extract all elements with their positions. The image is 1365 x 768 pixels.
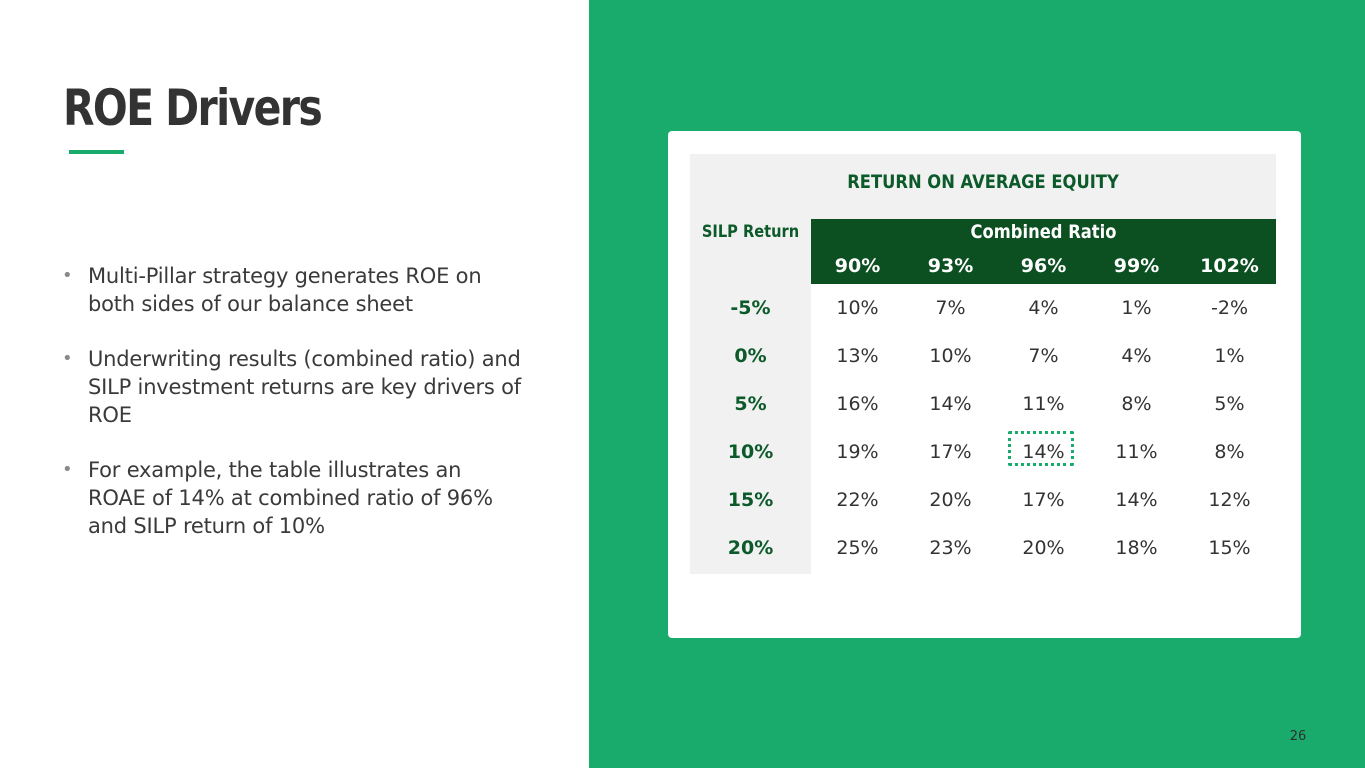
left-panel — [0, 0, 589, 768]
row-header: 0% — [734, 345, 767, 367]
table-cell: 14% — [1022, 441, 1065, 463]
table-cell: 20% — [929, 489, 972, 511]
table-cell: 23% — [929, 537, 972, 559]
column-header: 102% — [1200, 255, 1259, 277]
page-number: 26 — [1289, 729, 1307, 744]
table-cell: 13% — [836, 345, 879, 367]
bullet-text: Multi-Pillar strategy generates ROE on b… — [88, 264, 482, 316]
highlighted-cell-marker — [1008, 431, 1074, 466]
column-header: 96% — [1020, 255, 1067, 277]
column-header-band — [811, 219, 1276, 284]
table-cell: 10% — [836, 297, 879, 319]
table-cell: 4% — [1028, 297, 1059, 319]
table-cell: 1% — [1214, 345, 1245, 367]
table-cell: 14% — [1115, 489, 1158, 511]
table-cell: 10% — [929, 345, 972, 367]
table-cell: 7% — [935, 297, 966, 319]
bullet-item: • Underwriting results (combined ratio) a… — [62, 345, 522, 429]
table-cell: 17% — [1022, 489, 1065, 511]
table-cell: 12% — [1208, 489, 1251, 511]
table-cell: 17% — [929, 441, 972, 463]
table-cell: 7% — [1028, 345, 1059, 367]
table-cell: 16% — [836, 393, 879, 415]
roe-table: RETURN ON AVERAGE EQUITY Combined Ratio … — [690, 154, 1276, 574]
table-cell: 5% — [1214, 393, 1245, 415]
table-title: RETURN ON AVERAGE EQUITY — [847, 171, 1119, 193]
table-cell: -2% — [1211, 297, 1248, 319]
row-header: -5% — [730, 297, 771, 319]
table-cell: 25% — [836, 537, 879, 559]
bullet-list: • Multi-Pillar strategy generates ROE on … — [62, 262, 522, 567]
table-cell: 8% — [1214, 441, 1245, 463]
bullet-item: • For example, the table illustrates an R… — [62, 456, 522, 540]
row-header: 20% — [727, 537, 774, 559]
bullet-dot-icon: • — [62, 265, 73, 286]
table-cell: 14% — [929, 393, 972, 415]
table-cell: 18% — [1115, 537, 1158, 559]
column-header: 99% — [1113, 255, 1160, 277]
table-cell: 15% — [1208, 537, 1251, 559]
table-cell: 19% — [836, 441, 879, 463]
column-header: 90% — [834, 255, 881, 277]
table-cell: 20% — [1022, 537, 1065, 559]
row-header-column — [690, 219, 811, 574]
row-header: 10% — [727, 441, 774, 463]
title-accent-bar — [69, 150, 124, 154]
row-group-label: SILP Return — [701, 222, 800, 242]
table-cell: 11% — [1115, 441, 1158, 463]
table-cell: 4% — [1121, 345, 1152, 367]
table-cell: 11% — [1022, 393, 1065, 415]
column-header: 93% — [927, 255, 974, 277]
bullet-item: • Multi-Pillar strategy generates ROE on … — [62, 262, 522, 318]
table-cell: 1% — [1121, 297, 1152, 319]
bullet-dot-icon: • — [62, 459, 73, 480]
row-header: 15% — [727, 489, 774, 511]
bullet-text: For example, the table illustrates an RO… — [88, 458, 493, 538]
bullet-dot-icon: • — [62, 348, 73, 369]
row-header: 5% — [734, 393, 767, 415]
table-cell: 22% — [836, 489, 879, 511]
slide-title: ROE Drivers — [63, 79, 323, 137]
column-group-label: Combined Ratio — [970, 221, 1117, 243]
bullet-text: Underwriting results (combined ratio) an… — [88, 347, 521, 427]
table-title-band — [690, 154, 1276, 219]
table-cell: 8% — [1121, 393, 1152, 415]
